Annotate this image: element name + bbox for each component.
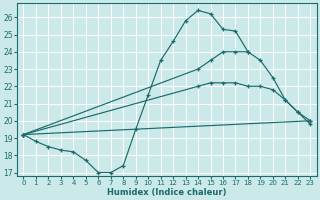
X-axis label: Humidex (Indice chaleur): Humidex (Indice chaleur) [107, 188, 227, 197]
